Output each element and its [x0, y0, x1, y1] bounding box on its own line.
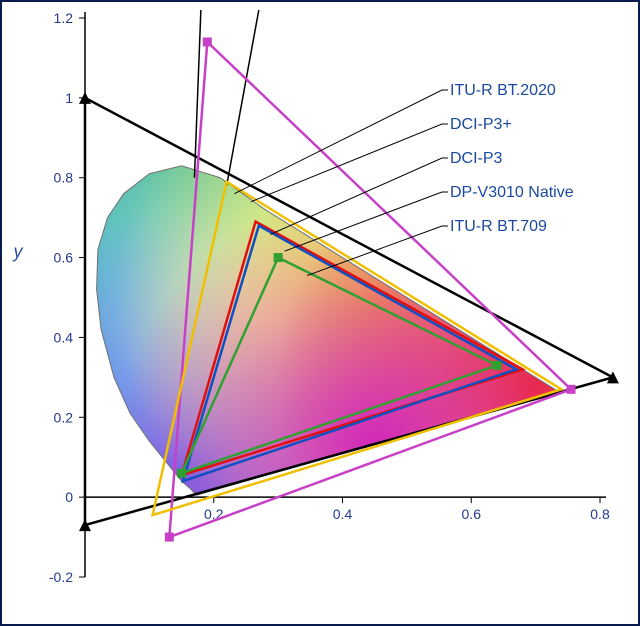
chromaticity-diagram: 0.20.40.60.8-0.200.20.40.60.811.2yITU-R … — [0, 0, 640, 626]
offscreen-leader — [227, 10, 259, 186]
x-tick-label: 0.6 — [462, 506, 482, 522]
legend-label-bt709: ITU-R BT.709 — [450, 218, 547, 235]
x-tick-label: 0.8 — [590, 506, 610, 522]
gamut-marker-bt2020 — [203, 38, 211, 46]
y-tick-label: 1.2 — [54, 10, 74, 26]
y-tick-label: 1 — [65, 90, 73, 106]
gamut-marker-bt709 — [178, 469, 186, 477]
legend-label-dcip3plus: DCI-P3+ — [450, 116, 512, 133]
gamut-marker-bt709 — [274, 254, 282, 262]
y-tick-label: -0.2 — [49, 569, 73, 585]
legend-label-dcip3: DCI-P3 — [450, 150, 503, 167]
gamut-marker-bt2020 — [165, 533, 173, 541]
y-tick-label: 0.8 — [54, 170, 74, 186]
y-tick-label: 0 — [65, 489, 73, 505]
y-tick-label: 0.4 — [54, 329, 74, 345]
x-tick-label: 0.4 — [333, 506, 353, 522]
gamut-marker-bt709 — [493, 361, 501, 369]
legend-leader — [285, 192, 448, 251]
y-axis-label: y — [12, 242, 24, 262]
gamut-marker-bt2020 — [567, 385, 575, 393]
legend-leader — [234, 90, 448, 194]
y-tick-label: 0.2 — [54, 409, 74, 425]
legend-label-bt2020: ITU-R BT.2020 — [450, 82, 556, 99]
y-tick-label: 0.6 — [54, 250, 74, 266]
legend-label-native: DP-V3010 Native — [450, 184, 574, 201]
